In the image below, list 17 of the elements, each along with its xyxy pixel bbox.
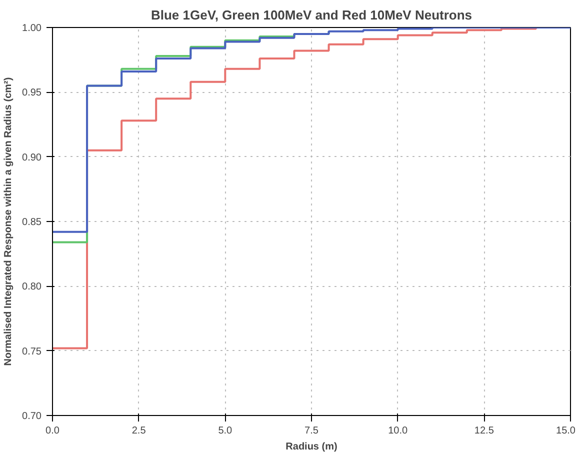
- y-tick-label: 0.95: [22, 88, 42, 99]
- x-tick-label: 12.5: [474, 426, 494, 436]
- x-tick-label: 10.0: [388, 426, 408, 436]
- y-tick-label: 0.85: [22, 217, 42, 228]
- y-tick-label: 1.00: [22, 23, 42, 34]
- x-tick-label: 7.5: [304, 426, 319, 436]
- y-tick-label: 0.70: [22, 411, 42, 422]
- x-tick-label: 5.0: [218, 426, 233, 436]
- x-tick-label: 0.0: [46, 426, 60, 436]
- x-tick-label: 15.0: [556, 426, 576, 436]
- x-tick-label: 2.5: [132, 426, 146, 436]
- y-tick-label: 0.75: [22, 346, 42, 358]
- x-axis-title: Radius (m): [286, 442, 338, 452]
- y-tick-label: 0.90: [22, 152, 42, 164]
- chart-title: Blue 1GeV, Green 100MeV and Red 10MeV Neutrons: [150, 8, 472, 22]
- y-axis-title: Normalised Integrated Response within a given Radius (cm²): [3, 77, 14, 366]
- y-tick-label: 0.80: [22, 282, 42, 293]
